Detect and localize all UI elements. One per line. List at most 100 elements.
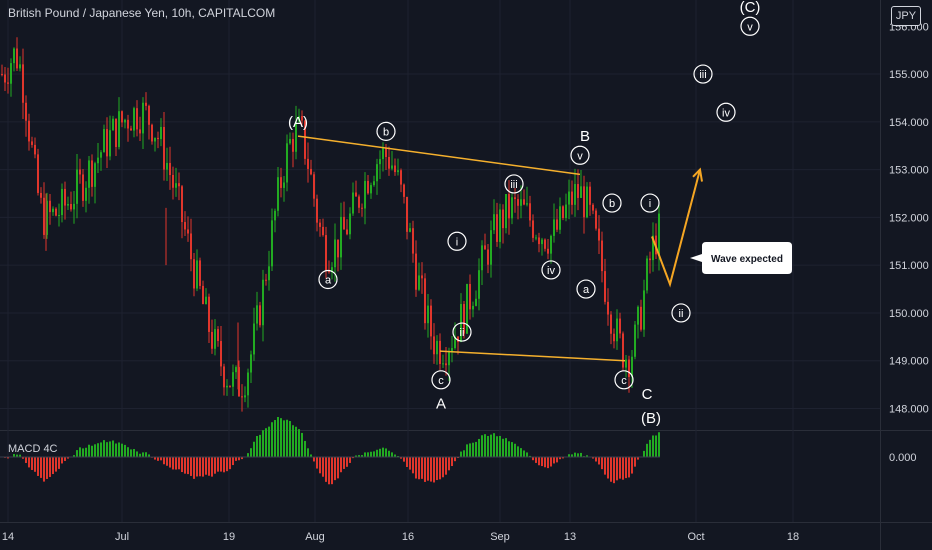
macd-bar xyxy=(442,457,444,478)
candle-body xyxy=(274,210,276,221)
wave-label: a xyxy=(325,275,332,287)
candle-body xyxy=(490,230,492,265)
macd-bar xyxy=(64,457,66,461)
candle-body xyxy=(169,162,171,176)
candle-body xyxy=(139,129,141,134)
candle-body xyxy=(298,116,300,122)
candle-body xyxy=(76,169,78,204)
macd-bar xyxy=(34,457,36,472)
candle-body xyxy=(313,174,315,199)
wave-label-circle xyxy=(640,193,660,213)
macd-bar xyxy=(451,457,453,467)
macd-bar xyxy=(637,457,639,460)
macd-bar xyxy=(13,454,15,457)
macd-bar xyxy=(19,454,21,457)
candle-body xyxy=(220,341,222,367)
candle-body xyxy=(397,170,399,173)
macd-bar xyxy=(493,433,495,457)
macd-bar xyxy=(595,457,597,462)
candle-body xyxy=(430,305,432,337)
macd-bar xyxy=(334,457,336,481)
macd-bar xyxy=(331,457,333,485)
time-tick-label: 14 xyxy=(2,531,14,543)
macd-bar xyxy=(418,457,420,480)
currency-badge[interactable]: JPY xyxy=(891,6,921,26)
candle-body xyxy=(322,226,324,236)
candle-body xyxy=(652,235,654,261)
candle-body xyxy=(508,193,510,219)
candle-body xyxy=(67,204,69,206)
macd-bar xyxy=(145,452,147,457)
macd-bar xyxy=(268,426,270,457)
candle-body xyxy=(124,119,126,123)
macd-bar xyxy=(577,453,579,457)
time-axis[interactable]: 14 Jul 19 Aug 16 Sep 13 Oct 18 xyxy=(2,531,799,543)
macd-bar xyxy=(97,443,99,457)
candle-body xyxy=(187,229,189,234)
macd-bar xyxy=(190,457,192,476)
candle-body xyxy=(295,121,297,152)
macd-bar xyxy=(313,457,315,462)
macd-bar xyxy=(634,457,636,467)
candle-body xyxy=(154,137,156,142)
candle-body xyxy=(286,143,288,183)
candle-body xyxy=(604,271,606,302)
macd-bar xyxy=(643,450,645,457)
macd-bar xyxy=(103,440,105,457)
candle-body xyxy=(502,209,504,229)
wave-label: iv xyxy=(722,107,730,119)
macd-bar xyxy=(358,455,360,457)
candle-body xyxy=(433,336,435,355)
candle-body xyxy=(415,253,417,290)
callout-bubble xyxy=(690,242,792,274)
wave-label: i xyxy=(649,198,651,210)
candle-body xyxy=(151,124,153,142)
macd-bar xyxy=(505,438,507,457)
macd-bar xyxy=(547,457,549,469)
macd-bar xyxy=(112,440,114,457)
candle-body xyxy=(46,200,48,235)
macd-indicator-label[interactable]: MACD 4C xyxy=(8,443,58,455)
macd-bar xyxy=(241,457,243,460)
macd-bar xyxy=(499,435,501,457)
candle-body xyxy=(628,359,630,377)
macd-bar xyxy=(52,457,54,475)
candle-body xyxy=(88,160,90,188)
candle-body xyxy=(487,249,489,265)
wave-label: v xyxy=(577,150,583,162)
price-axis[interactable]: 148.000 149.000 150.000 151.000 152.000 153.0… xyxy=(889,21,929,464)
candle-body xyxy=(37,154,39,193)
macd-bar xyxy=(205,457,207,475)
macd-bar xyxy=(196,457,198,477)
candle-body xyxy=(541,239,543,245)
candle-body xyxy=(250,354,252,373)
candle-body xyxy=(394,165,396,173)
candle-body xyxy=(553,219,555,236)
candle-body xyxy=(307,158,309,169)
wave-label-circle xyxy=(671,303,691,323)
candle-body xyxy=(25,102,27,121)
candle-body xyxy=(331,267,333,273)
macd-bar xyxy=(232,457,234,466)
macd-bar xyxy=(502,438,504,457)
candle-body xyxy=(550,235,552,254)
macd-bar xyxy=(274,420,276,457)
candle-body xyxy=(598,228,600,241)
macd-bar xyxy=(580,452,582,457)
macd-bar xyxy=(109,441,111,457)
candle-body xyxy=(103,129,105,153)
macd-bar xyxy=(91,445,93,457)
candle-body xyxy=(268,266,270,281)
candle-body xyxy=(259,305,261,326)
macd-bar xyxy=(325,457,327,482)
candle-body xyxy=(589,186,591,205)
macd-bar xyxy=(25,457,27,463)
macd-bar xyxy=(574,452,576,457)
candle-body xyxy=(574,184,576,205)
candle-body xyxy=(613,333,615,342)
candle-body xyxy=(469,284,471,310)
candle-body xyxy=(358,196,360,208)
macd-bar xyxy=(175,457,177,470)
candle-body xyxy=(412,228,414,254)
